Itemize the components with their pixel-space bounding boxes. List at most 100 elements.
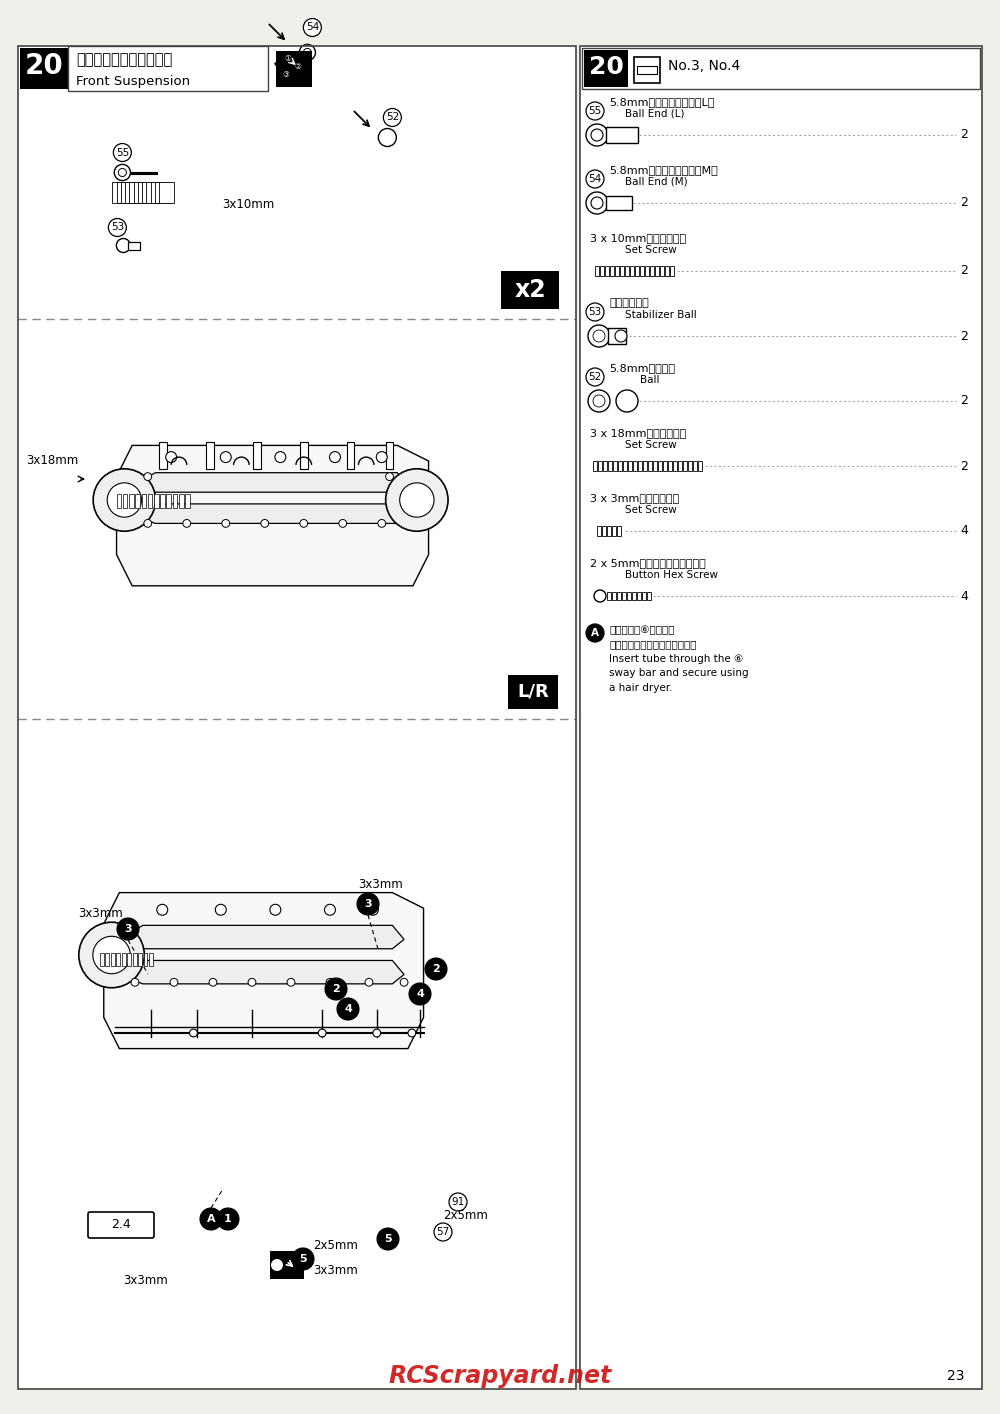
Text: 2x5mm: 2x5mm bbox=[443, 1209, 488, 1222]
Circle shape bbox=[365, 978, 373, 986]
Bar bbox=[668, 461, 672, 471]
Bar bbox=[128, 242, 140, 249]
Circle shape bbox=[326, 978, 334, 986]
Bar bbox=[655, 266, 659, 276]
Text: 3x10mm: 3x10mm bbox=[222, 198, 275, 211]
Text: チューブを⑥に通し、
ドライヤーで暖めて固定する。
Insert tube through the ⑥
sway bar and secure using
a : チューブを⑥に通し、 ドライヤーで暖めて固定する。 Insert tube th… bbox=[609, 625, 749, 693]
Text: Button Hex Screw: Button Hex Screw bbox=[625, 570, 718, 580]
Circle shape bbox=[270, 905, 281, 915]
Circle shape bbox=[591, 197, 603, 209]
Bar bbox=[138, 953, 142, 966]
Bar bbox=[270, 1251, 304, 1280]
Bar bbox=[615, 266, 619, 276]
Circle shape bbox=[400, 482, 434, 518]
Circle shape bbox=[116, 239, 130, 253]
Circle shape bbox=[593, 329, 605, 342]
Bar bbox=[68, 47, 268, 90]
Polygon shape bbox=[112, 181, 127, 204]
FancyBboxPatch shape bbox=[88, 1212, 154, 1239]
Circle shape bbox=[588, 390, 610, 411]
Polygon shape bbox=[132, 472, 405, 492]
Bar bbox=[613, 461, 617, 471]
Text: 57: 57 bbox=[279, 1257, 293, 1267]
Circle shape bbox=[588, 325, 610, 346]
Circle shape bbox=[118, 168, 126, 177]
Text: Set Screw: Set Screw bbox=[625, 245, 677, 255]
Bar bbox=[149, 953, 153, 966]
Bar bbox=[606, 197, 632, 211]
Text: 1: 1 bbox=[224, 1215, 232, 1225]
Bar bbox=[300, 441, 308, 469]
Circle shape bbox=[248, 978, 256, 986]
Text: 5: 5 bbox=[384, 1234, 392, 1244]
Circle shape bbox=[144, 472, 152, 481]
Bar bbox=[276, 51, 312, 88]
Bar bbox=[600, 266, 604, 276]
Circle shape bbox=[183, 519, 191, 527]
Text: RCScrapyard.net: RCScrapyard.net bbox=[388, 1365, 612, 1389]
Bar bbox=[642, 592, 646, 600]
Bar bbox=[18, 47, 576, 1389]
Text: 2: 2 bbox=[432, 964, 440, 974]
Polygon shape bbox=[142, 181, 157, 204]
Text: ③: ③ bbox=[282, 71, 289, 79]
Circle shape bbox=[339, 519, 347, 527]
Polygon shape bbox=[117, 445, 429, 585]
Text: 4: 4 bbox=[344, 1004, 352, 1014]
Circle shape bbox=[367, 905, 378, 915]
Text: 2: 2 bbox=[960, 264, 968, 277]
Circle shape bbox=[108, 219, 126, 236]
Circle shape bbox=[144, 519, 152, 527]
Bar bbox=[159, 441, 167, 469]
Bar bbox=[617, 526, 621, 536]
Bar bbox=[122, 953, 126, 966]
Text: 5: 5 bbox=[299, 1254, 307, 1264]
Polygon shape bbox=[151, 181, 165, 204]
Polygon shape bbox=[104, 892, 424, 1049]
Text: 20: 20 bbox=[589, 55, 623, 79]
Text: A: A bbox=[207, 1215, 215, 1225]
Bar bbox=[347, 441, 354, 469]
Bar bbox=[206, 441, 214, 469]
Bar bbox=[633, 461, 637, 471]
Circle shape bbox=[591, 129, 603, 141]
Bar bbox=[634, 57, 660, 83]
Bar bbox=[160, 493, 165, 508]
Bar bbox=[635, 266, 639, 276]
Bar bbox=[670, 266, 674, 276]
Bar bbox=[643, 461, 647, 471]
Text: A: A bbox=[591, 628, 599, 638]
Text: 53: 53 bbox=[111, 222, 124, 232]
Text: 20: 20 bbox=[25, 52, 63, 81]
Bar bbox=[582, 48, 980, 89]
Bar bbox=[593, 461, 597, 471]
Bar bbox=[173, 493, 177, 508]
Bar bbox=[658, 461, 662, 471]
Text: 23: 23 bbox=[948, 1369, 965, 1383]
Text: Ball End (M): Ball End (M) bbox=[625, 177, 688, 187]
Circle shape bbox=[586, 303, 604, 321]
Circle shape bbox=[217, 1208, 239, 1230]
Bar bbox=[598, 461, 602, 471]
Text: 3x18mm: 3x18mm bbox=[26, 454, 78, 467]
Circle shape bbox=[303, 48, 311, 57]
Circle shape bbox=[303, 18, 321, 37]
Bar bbox=[148, 493, 152, 508]
Circle shape bbox=[594, 590, 606, 602]
Bar bbox=[508, 674, 558, 708]
Circle shape bbox=[586, 192, 608, 214]
Text: 2 x 5mm　ボタンヘックスビス: 2 x 5mm ボタンヘックスビス bbox=[590, 559, 706, 568]
Circle shape bbox=[209, 978, 217, 986]
Text: 57: 57 bbox=[436, 1227, 450, 1237]
Bar bbox=[638, 461, 642, 471]
Circle shape bbox=[586, 368, 604, 386]
Circle shape bbox=[449, 1193, 467, 1210]
Text: 4: 4 bbox=[960, 525, 968, 537]
Bar bbox=[610, 266, 614, 276]
Bar bbox=[501, 271, 559, 310]
Bar bbox=[584, 49, 628, 88]
Circle shape bbox=[261, 519, 269, 527]
Text: No.3, No.4: No.3, No.4 bbox=[668, 59, 740, 74]
Bar bbox=[179, 493, 184, 508]
Circle shape bbox=[157, 905, 168, 915]
